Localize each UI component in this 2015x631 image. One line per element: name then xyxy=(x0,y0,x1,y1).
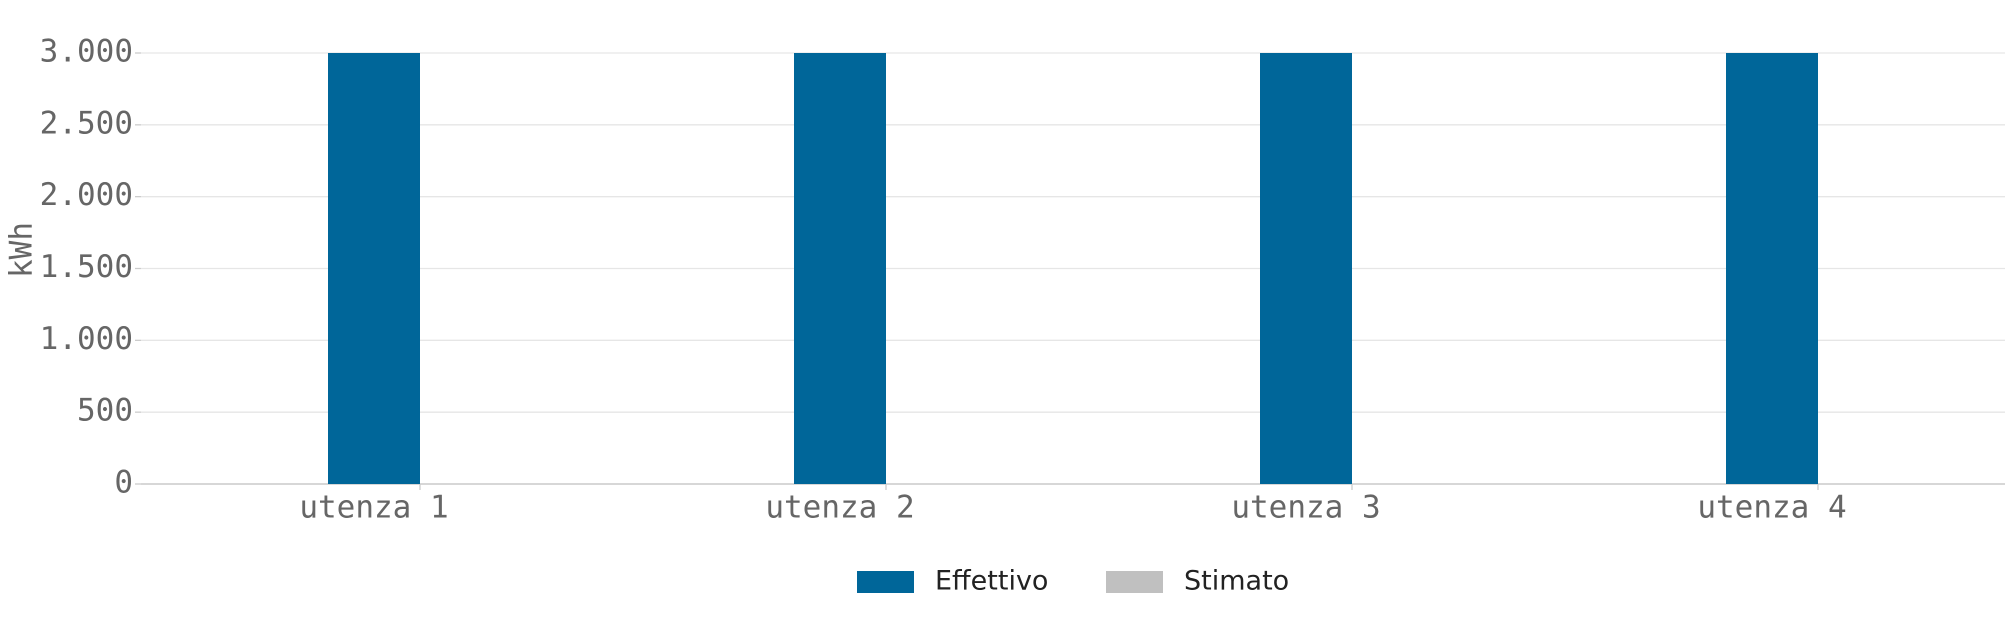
y-tick-label: 500 xyxy=(77,393,133,429)
x-tick-label: utenza 4 xyxy=(1697,490,1846,526)
y-tick-label: 1.500 xyxy=(40,249,133,285)
y-tick-label: 1.000 xyxy=(40,321,133,357)
x-tick-label: utenza 1 xyxy=(299,490,448,526)
legend-label: Effettivo xyxy=(935,566,1048,597)
legend-swatch xyxy=(857,571,914,593)
y-axis-label: kWh xyxy=(4,222,40,278)
bar xyxy=(1726,53,1818,484)
y-tick-label: 0 xyxy=(114,465,133,501)
x-tick-label: utenza 3 xyxy=(1231,490,1380,526)
legend-label: Stimato xyxy=(1184,566,1289,597)
y-tick-label: 2.000 xyxy=(40,177,133,213)
bar xyxy=(328,53,420,484)
legend-swatch xyxy=(1106,571,1163,593)
bar xyxy=(1260,53,1352,484)
x-tick-label: utenza 2 xyxy=(765,490,914,526)
y-tick-label: 3.000 xyxy=(40,34,133,70)
bar xyxy=(794,53,886,484)
y-tick-label: 2.500 xyxy=(40,105,133,141)
